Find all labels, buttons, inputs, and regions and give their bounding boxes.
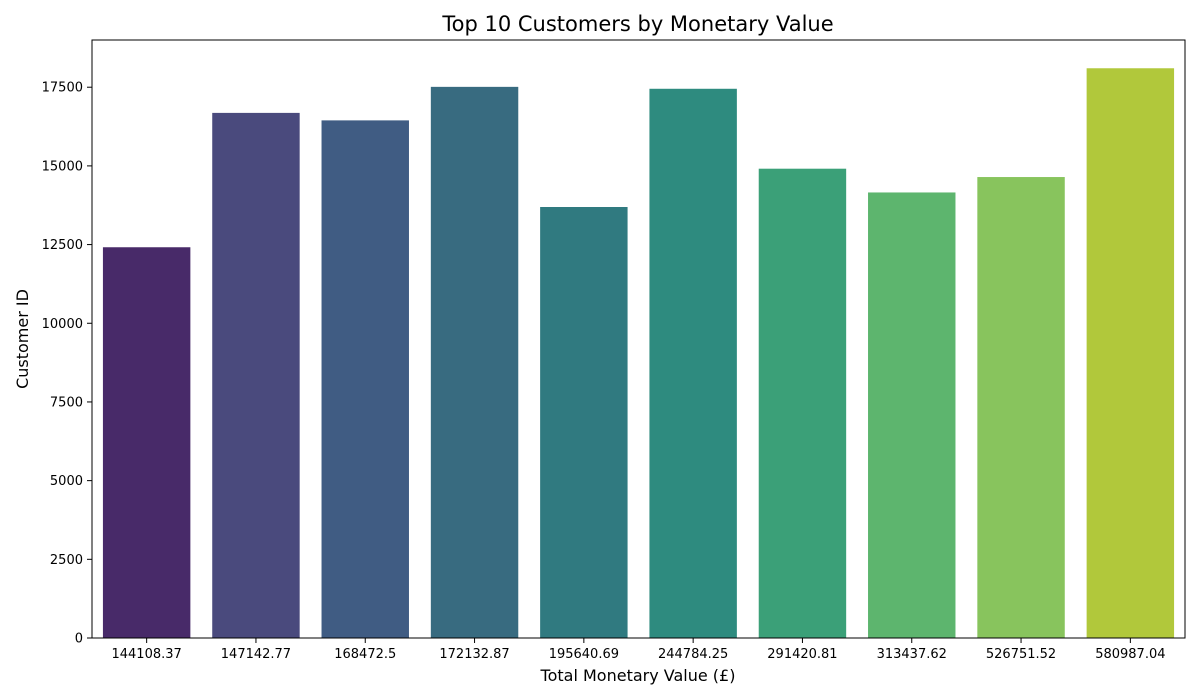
x-tick-label: 526751.52 [986,647,1056,662]
y-tick-label: 12500 [42,238,83,253]
x-tick-label: 147142.77 [221,647,291,662]
bar-9 [977,177,1065,639]
x-axis-label: Total Monetary Value (£) [540,666,736,685]
x-tick-label: 313437.62 [877,647,947,662]
bar-2 [212,112,300,638]
y-axis: 0 2500 5000 7500 10000 12500 15000 17500 [42,81,92,647]
x-tick-label: 144108.37 [111,647,181,662]
plot-area-frame [91,39,1186,639]
x-axis: 144108.37 147142.77 168472.5 172132.87 19564… [111,638,1166,662]
bar-8 [868,192,956,638]
bar-5 [540,207,628,638]
chart-title: Top 10 Customers by Monetary Value [441,12,833,36]
y-axis-label: Customer ID [13,289,32,389]
x-tick-label: 172132.87 [439,647,509,662]
bars [102,68,1175,639]
x-tick-label: 195640.69 [549,647,619,662]
x-tick-label: 580987.04 [1095,647,1165,662]
y-tick-label: 17500 [42,81,83,96]
y-tick-label: 0 [75,632,83,647]
y-tick-label: 5000 [50,474,83,489]
bar-7 [758,168,847,638]
bar-6 [649,88,737,638]
x-tick-label: 244784.25 [658,647,728,662]
x-tick-label: 168472.5 [334,647,396,662]
bar-10 [1086,68,1175,638]
bar-3 [321,120,409,638]
y-tick-label: 15000 [42,159,83,174]
bar-4 [430,86,519,639]
x-tick-label: 291420.81 [767,647,837,662]
y-tick-label: 7500 [50,395,83,410]
bar-1 [102,247,191,638]
y-tick-label: 10000 [42,317,83,332]
y-tick-label: 2500 [50,553,83,568]
